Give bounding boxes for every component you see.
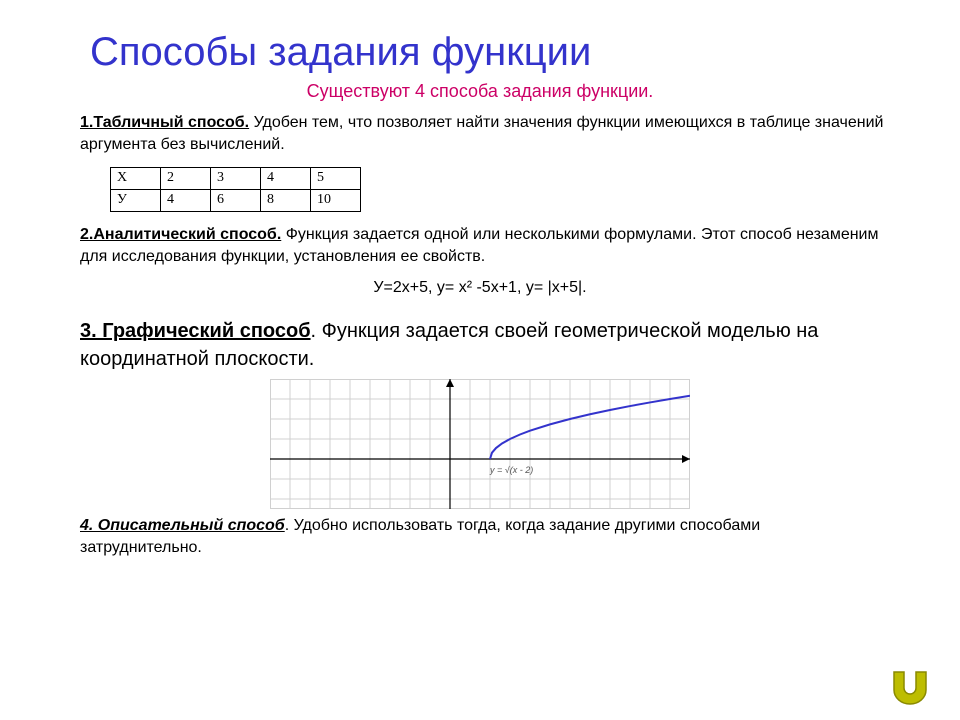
function-graph: y = √(x - 2) [270, 379, 690, 509]
table-cell: 3 [211, 167, 261, 189]
section-2-heading: 2.Аналитический способ. [80, 226, 281, 243]
back-button[interactable] [888, 668, 932, 706]
section-4: 4. Описательный способ. Удобно использов… [80, 515, 880, 560]
table-cell: У [111, 189, 161, 211]
section-1: 1.Табличный способ. Удобен тем, что позв… [80, 112, 910, 157]
page-title: Способы задания функции [90, 30, 910, 75]
table-cell: Х [111, 167, 161, 189]
table-cell: 5 [311, 167, 361, 189]
table-cell: 4 [261, 167, 311, 189]
svg-text:y = √(x - 2): y = √(x - 2) [489, 465, 533, 475]
table-cell: 2 [161, 167, 211, 189]
table-cell: 10 [311, 189, 361, 211]
section-3: 3. Графический способ. Функция задается … [80, 317, 880, 373]
table-cell: 6 [211, 189, 261, 211]
subtitle: Существуют 4 способа задания функции. [50, 81, 910, 102]
section-1-heading: 1.Табличный способ. [80, 114, 249, 131]
section-4-heading: 4. Описательный способ [80, 517, 285, 534]
section-3-heading: 3. Графический способ [80, 320, 311, 342]
slide-content: Способы задания функции Существуют 4 спо… [0, 0, 960, 569]
section-2-formulas: У=2х+5, у= х² -5х+1, у= |х+5|. [50, 279, 910, 297]
table-cell: 4 [161, 189, 211, 211]
value-table: Х2345У46810 [110, 167, 910, 212]
table-cell: 8 [261, 189, 311, 211]
section-2: 2.Аналитический способ. Функция задается… [80, 224, 910, 269]
